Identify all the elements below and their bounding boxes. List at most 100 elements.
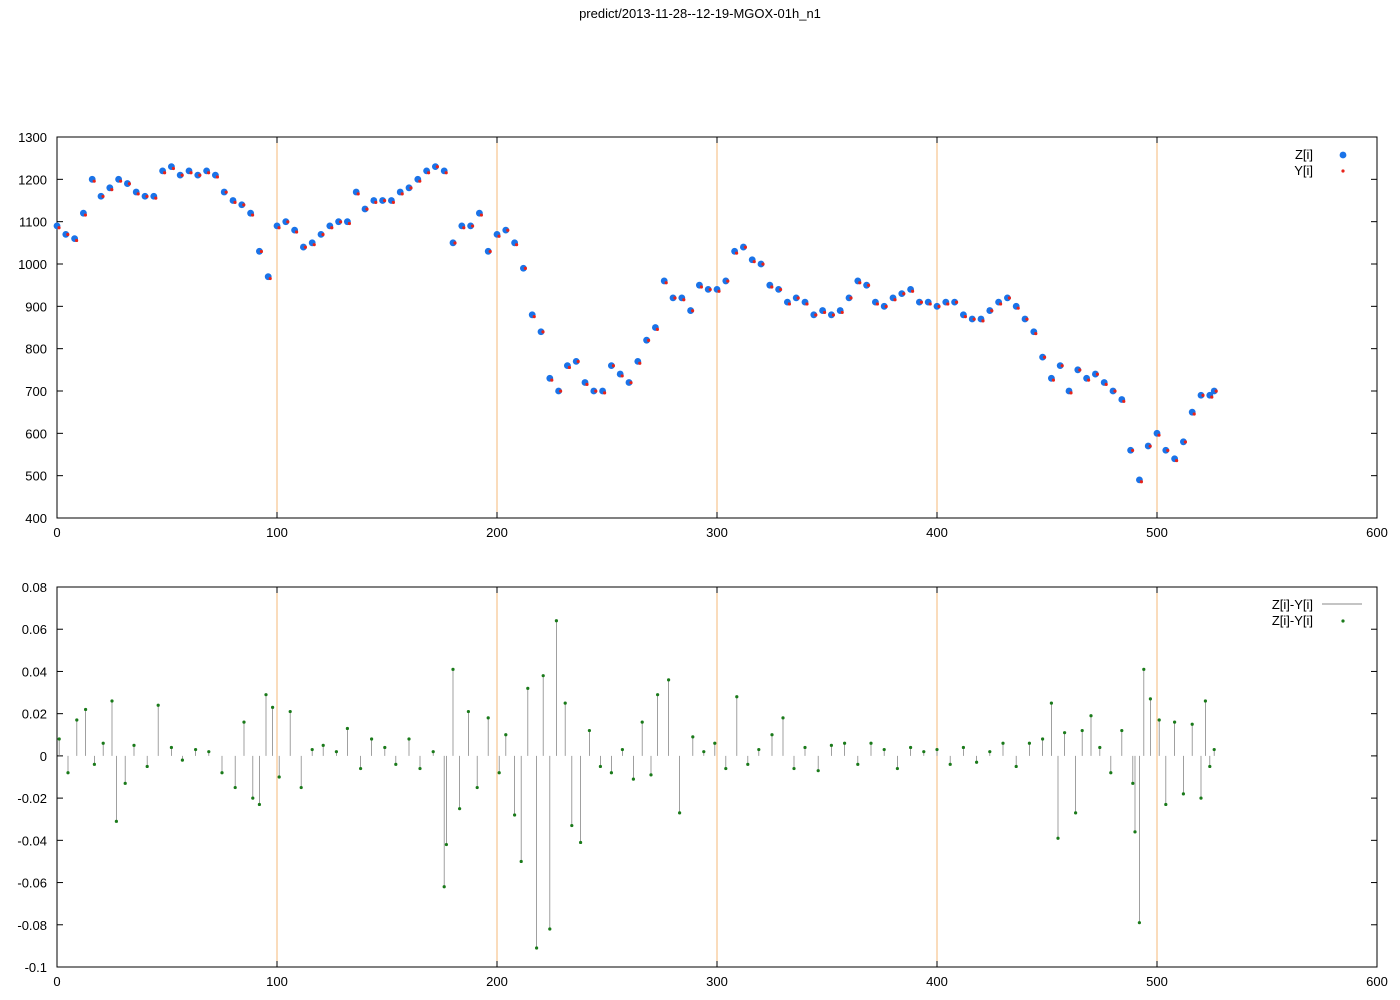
x-tick-label: 300 <box>706 525 728 540</box>
residual-point <box>535 946 539 950</box>
page-title: predict/2013-11-28--12-19-MGOX-01h_n1 <box>579 6 821 21</box>
residual-point <box>609 771 614 775</box>
residual-point <box>1142 667 1146 671</box>
residual-point <box>75 718 79 722</box>
y-point <box>911 289 915 293</box>
x-tick-label: 400 <box>926 525 948 540</box>
y-point <box>66 232 70 237</box>
y-point <box>312 243 316 247</box>
y-point <box>110 188 114 192</box>
y-tick-label: 400 <box>25 511 47 526</box>
y-point <box>1122 399 1126 403</box>
residual-point <box>277 775 281 779</box>
residual-point <box>1098 745 1102 750</box>
y-point <box>805 302 809 306</box>
residual-point <box>180 758 184 762</box>
y-point <box>286 220 290 224</box>
residual-point <box>242 720 246 724</box>
y-tick-label: -0.06 <box>17 876 47 891</box>
residual-point <box>1049 701 1053 705</box>
residual-point <box>519 859 523 864</box>
residual-point <box>856 762 860 766</box>
y-point <box>1069 391 1073 395</box>
residual-point <box>1109 771 1113 775</box>
y-point <box>875 302 880 306</box>
y-point <box>576 359 580 364</box>
y-point <box>356 192 360 196</box>
y-point <box>1060 364 1064 368</box>
y-point <box>57 226 61 230</box>
residual-point <box>194 747 198 752</box>
residual-point <box>84 707 88 712</box>
residual-point <box>702 750 706 754</box>
residual-point <box>678 811 682 815</box>
y-point <box>946 302 950 306</box>
y-point <box>611 364 616 368</box>
y-point <box>83 213 87 217</box>
residual-point <box>310 747 314 752</box>
y-tick-label: 0 <box>40 749 47 764</box>
x-tick-label: 100 <box>266 974 288 989</box>
y-point <box>488 249 492 254</box>
y-point <box>735 251 739 255</box>
residual-point <box>640 720 644 724</box>
residual-point <box>935 747 939 752</box>
y-point <box>321 232 325 237</box>
residual-point <box>504 733 508 737</box>
y-point <box>708 287 712 292</box>
y-point <box>620 374 624 378</box>
y-point <box>1087 378 1091 382</box>
residual-point <box>383 745 387 750</box>
residual-point <box>145 764 149 769</box>
legend-marker-points <box>1341 619 1345 623</box>
y-point <box>207 171 211 175</box>
y-point <box>699 285 704 289</box>
y-tick-label: 1200 <box>18 172 47 187</box>
y-point <box>383 199 387 203</box>
y-point <box>180 173 184 177</box>
y-point <box>999 302 1003 306</box>
y-point <box>189 171 193 175</box>
y-point <box>523 266 528 270</box>
y-point <box>365 207 369 211</box>
residual-point <box>497 771 501 775</box>
residual-point <box>156 703 160 707</box>
y-point <box>919 300 924 304</box>
x-tick-label: 0 <box>53 525 60 540</box>
y-point <box>594 389 598 393</box>
y-point <box>268 276 272 281</box>
y-point <box>655 327 660 331</box>
residual-point <box>458 807 462 811</box>
y-tick-label: -0.04 <box>17 833 47 848</box>
y-point <box>673 296 677 300</box>
residual-point <box>359 766 363 771</box>
y-point <box>1210 395 1214 399</box>
residual-point <box>92 762 96 766</box>
y-point <box>198 173 202 177</box>
legend-marker-y <box>1341 169 1345 173</box>
y-point <box>928 302 932 306</box>
residual-point <box>909 745 913 750</box>
y-point <box>506 228 510 232</box>
residual-point <box>1190 722 1194 726</box>
residual-point <box>1041 737 1045 741</box>
residual-point <box>988 750 992 754</box>
residual-point <box>948 762 952 766</box>
y-point <box>664 281 668 285</box>
y-tick-label: 600 <box>25 426 47 441</box>
x-tick-label: 400 <box>926 974 948 989</box>
y-point <box>884 304 888 309</box>
y-point <box>427 171 431 175</box>
residual-point <box>1148 697 1152 701</box>
x-tick-label: 600 <box>1366 525 1388 540</box>
x-tick-label: 500 <box>1146 525 1168 540</box>
legend-marker-z <box>1339 151 1347 159</box>
residual-point <box>620 747 625 752</box>
y-point <box>233 200 237 204</box>
y-point <box>541 330 545 334</box>
y-point <box>743 245 748 249</box>
y-point <box>1043 355 1047 359</box>
residual-point <box>513 813 517 817</box>
residual-point <box>1027 741 1031 745</box>
